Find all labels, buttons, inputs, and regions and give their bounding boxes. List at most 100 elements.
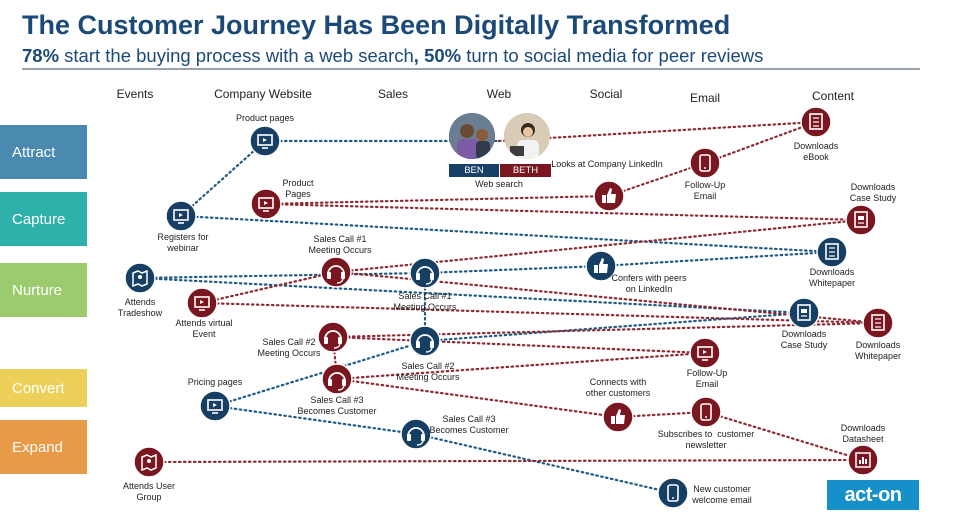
node-label-sales-call-1-beth: Sales Call #1 Meeting Occurs <box>308 234 372 255</box>
page-title: The Customer Journey Has Been Digitally … <box>22 10 731 40</box>
beth-photo <box>504 113 550 159</box>
book-icon <box>809 113 823 130</box>
node-followup-email-1 <box>689 147 721 179</box>
node-label-pricing-pages: Pricing pages <box>187 377 243 387</box>
node-sales-call-1-beth <box>320 256 352 288</box>
node-attends-virtual-event <box>186 287 218 319</box>
connector-attends-virtual-event-to-sales-call-1-beth <box>200 270 338 305</box>
screen-icon <box>258 197 274 212</box>
node-label-sales-call-2-ben: Sales Call #2 Meeting Occurs <box>396 361 460 382</box>
node-label-confers-peers: Confers with peers on LinkedIn <box>611 273 687 294</box>
node-label-downloads-datasheet: Downloads Datasheet <box>840 423 886 444</box>
map-icon <box>141 453 157 472</box>
thumbs-up-icon <box>594 258 608 273</box>
node-sales-call-2-beth <box>317 321 349 353</box>
node-label-sales-call-3-beth: Sales Call #3 Becomes Customer <box>297 395 377 416</box>
node-label-attends-user-group: Attends User Group <box>122 481 176 502</box>
book-icon <box>871 314 885 331</box>
node-label-sales-call-1-ben: Sales Call #1 Meeting Occurs <box>393 291 457 312</box>
screen-icon <box>194 296 210 311</box>
connector-attends-virtual-event-to-downloads-whitepaper-2 <box>200 301 880 325</box>
connector-attends-tradeshow-to-downloads-case-study-2 <box>138 276 806 315</box>
node-label-connects-customers: Connects with other customers <box>585 377 651 398</box>
node-attends-tradeshow <box>124 262 156 294</box>
thumbs-up-icon <box>602 188 616 203</box>
node-attends-user-group <box>133 446 165 478</box>
connector-registers-webinar-to-downloads-whitepaper-1 <box>179 214 834 254</box>
stage-expand: Expand <box>0 420 87 474</box>
subtitle-text-2: turn to social media for peer reviews <box>466 45 764 66</box>
chart-icon <box>855 452 871 468</box>
stage-capture: Capture <box>0 192 87 246</box>
person-icon <box>449 113 495 159</box>
headset-icon <box>328 372 346 391</box>
node-label-attends-tradeshow: Attends Tradeshow <box>117 297 163 318</box>
connector-looks-linkedin-to-followup-email-1 <box>607 161 707 198</box>
node-sales-call-2-ben <box>409 325 441 357</box>
node-label-product-pages-ben: Product pages <box>235 113 295 123</box>
column-email: Email <box>689 91 721 105</box>
node-label-downloads-whitepaper-1: Downloads Whitepaper <box>808 267 856 288</box>
node-pricing-pages <box>199 390 231 422</box>
logo-text: act-on <box>844 483 903 506</box>
stage-nurture: Nurture <box>0 263 87 317</box>
node-subscribes-newsletter <box>690 396 722 428</box>
node-product-pages-beth <box>250 188 282 220</box>
phone-icon <box>699 154 711 172</box>
connector-product-pages-beth-to-looks-linkedin <box>264 194 611 206</box>
node-downloads-whitepaper-2 <box>862 307 894 339</box>
node-followup-email-2 <box>689 337 721 369</box>
node-registers-webinar <box>165 200 197 232</box>
connector-sales-call-3-beth-to-followup-email-2 <box>335 351 707 381</box>
column-sales: Sales <box>377 87 409 101</box>
connector-attends-user-group-to-downloads-datasheet <box>147 458 865 464</box>
connector-pricing-pages-to-sales-call-2-ben <box>213 339 427 408</box>
headset-icon <box>416 334 434 353</box>
node-connects-customers <box>602 401 634 433</box>
column-company-website: Company Website <box>214 87 312 101</box>
headset-icon <box>407 427 425 446</box>
document-icon <box>854 211 868 228</box>
node-downloads-ebook <box>800 106 832 138</box>
node-sales-call-3-ben <box>400 418 432 450</box>
node-looks-linkedin <box>593 180 625 212</box>
connector-sales-call-2-beth-to-followup-email-2 <box>331 335 707 355</box>
thumbs-up-icon <box>611 409 625 424</box>
phone-icon <box>700 403 712 421</box>
node-label-product-pages-beth: Product Pages <box>282 178 314 199</box>
connector-product-pages-beth-to-downloads-case-study-1 <box>264 202 863 222</box>
headset-icon <box>324 330 342 349</box>
headset-icon <box>416 266 434 285</box>
node-label-web-search: Web search <box>475 179 523 189</box>
screen-icon <box>697 346 713 361</box>
ben-photo <box>449 113 495 159</box>
node-sales-call-3-beth <box>321 363 353 395</box>
stat-web-search: 78% <box>22 45 60 66</box>
node-sales-call-1-ben <box>409 257 441 289</box>
node-welcome-email <box>657 477 689 509</box>
map-icon <box>132 269 148 288</box>
connector-followup-email-1-to-downloads-ebook <box>703 120 818 165</box>
subtitle-text-1: start the buying process with a web sear… <box>64 45 414 66</box>
screen-icon <box>207 399 223 414</box>
node-label-attends-virtual-event: Attends virtual Event <box>175 318 233 339</box>
connector-attends-tradeshow-to-sales-call-1-ben <box>138 271 427 280</box>
node-label-downloads-case-study-2: Downloads Case Study <box>780 329 828 350</box>
node-label-registers-webinar: Registers for webinar <box>157 232 209 253</box>
persona-ben-tag: BEN <box>449 164 499 177</box>
act-on-logo: act-on <box>827 480 919 510</box>
connector-registers-webinar-to-product-pages-ben <box>179 139 267 218</box>
node-label-downloads-whitepaper-2: Downloads Whitepaper <box>854 340 902 361</box>
screen-icon <box>173 209 189 224</box>
column-events: Events <box>116 87 154 101</box>
connector-web-search-to-downloads-ebook <box>497 120 818 143</box>
connector-sales-call-3-beth-to-connects-customers <box>335 377 620 419</box>
headset-icon <box>327 265 345 284</box>
connector-sales-call-1-beth-to-downloads-case-study-1 <box>334 218 863 274</box>
document-icon <box>797 304 811 321</box>
stat-social-media: 50% <box>424 45 462 66</box>
connector-subscribes-newsletter-to-downloads-datasheet <box>704 410 865 462</box>
node-label-welcome-email: New customer welcome email <box>692 484 752 505</box>
phone-icon <box>667 484 679 502</box>
